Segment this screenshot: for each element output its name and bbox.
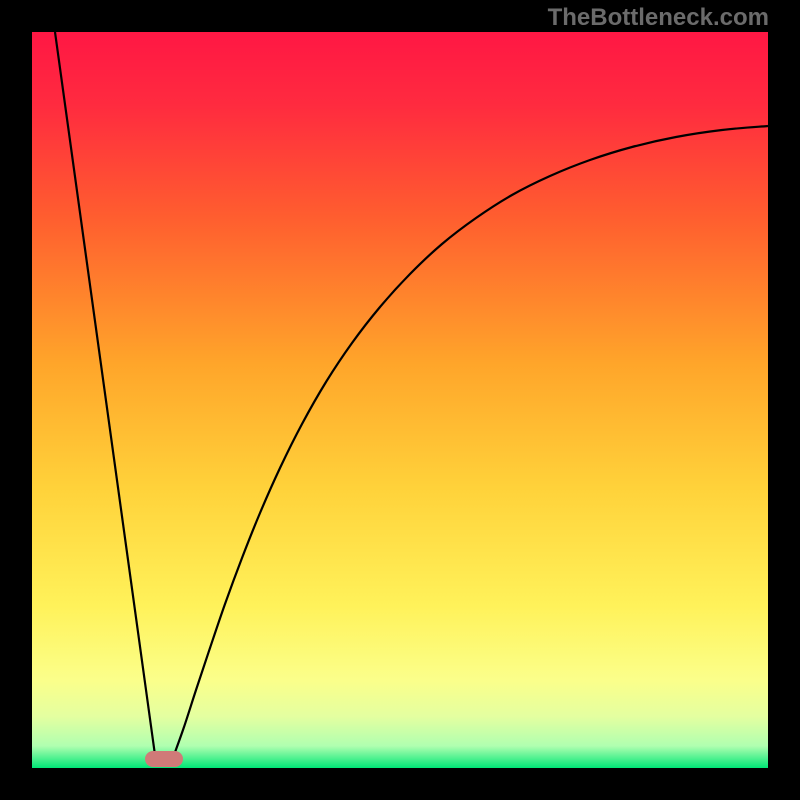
optimum-marker — [145, 751, 183, 767]
watermark-text: TheBottleneck.com — [548, 4, 769, 32]
curve-right-branch — [174, 126, 768, 755]
chart-container: TheBottleneck.com — [0, 0, 800, 800]
curve-layer — [0, 0, 800, 800]
curve-left-branch — [55, 32, 155, 755]
